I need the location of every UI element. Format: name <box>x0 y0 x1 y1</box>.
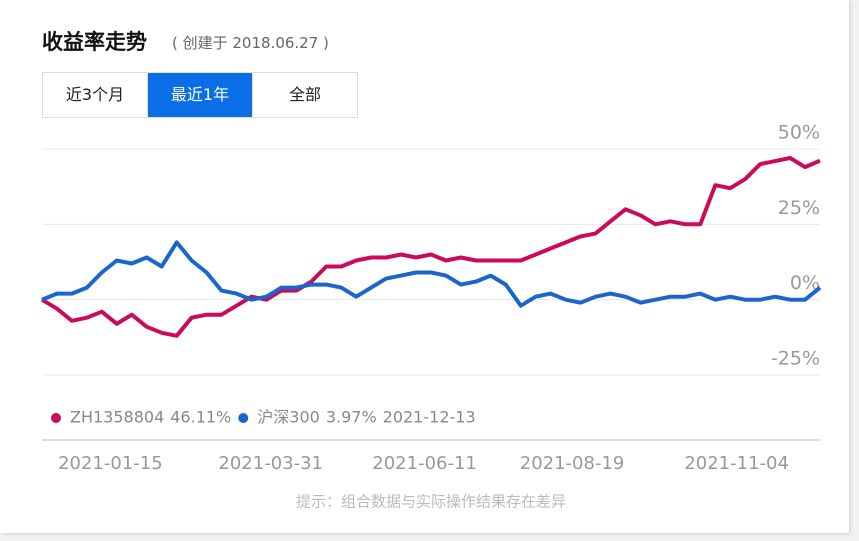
tab[interactable]: 最近1年 <box>148 73 253 117</box>
legend-marker <box>51 413 61 423</box>
x-tick-label: 2021-03-31 <box>218 453 323 474</box>
legend-value: 3.97% <box>326 408 377 427</box>
title: 收益率走势 <box>42 30 147 54</box>
y-tick-label: 0% <box>790 272 820 294</box>
y-tick-label: 50% <box>778 122 820 144</box>
subtitle: ( 创建于 2018.06.27 ) <box>172 34 329 52</box>
legend-marker <box>238 413 249 423</box>
footer-note: 提示：组合数据与实际操作结果存在差异 <box>296 493 566 511</box>
legend-label: ZH1358804 <box>70 408 164 427</box>
legend-date: 2021-12-13 <box>383 408 476 427</box>
card: 收益率走势 ( 创建于 2018.06.27 ) 近3个月 最近1年 全部 -25%… <box>0 0 849 533</box>
legend-label: 沪深300 <box>257 408 320 427</box>
tab[interactable]: 近3个月 <box>43 73 148 117</box>
y-tick-label: 25% <box>778 197 820 219</box>
chart: -25% 0% 25% 50% 2021-01-15 2021-03-31 2021-06-… <box>40 122 822 511</box>
x-tick-label: 2021-06-11 <box>372 453 477 474</box>
y-tick-label: -25% <box>771 348 820 370</box>
x-tick-label: 2021-08-19 <box>520 453 625 474</box>
tab[interactable]: 全部 <box>288 85 321 104</box>
legend-value: 46.11% <box>170 408 231 427</box>
tab-bar: 近3个月 最近1年 全部 <box>42 72 358 118</box>
series-line <box>41 240 822 308</box>
series-line <box>40 156 821 338</box>
x-tick-label: 2021-11-04 <box>684 453 789 474</box>
x-tick-label: 2021-01-15 <box>58 453 163 474</box>
